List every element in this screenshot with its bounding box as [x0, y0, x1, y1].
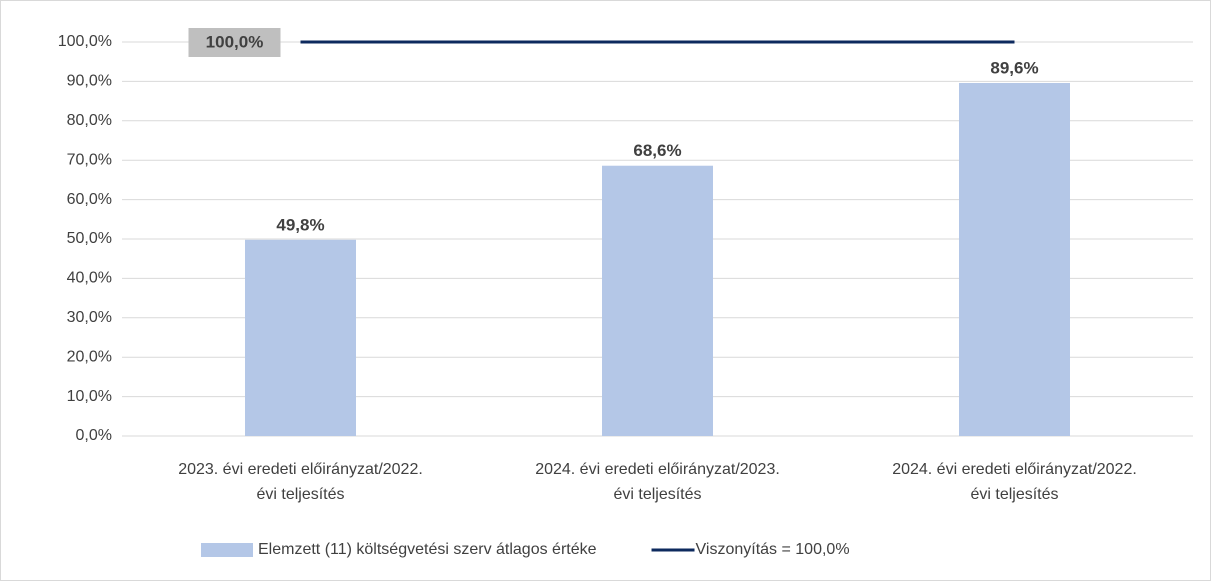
y-tick-label: 30,0%	[67, 309, 112, 326]
bar	[602, 165, 713, 436]
x-tick-label: 2024. évi eredeti előirányzat/2022. évi t…	[892, 461, 1137, 503]
x-tick-label: 2023. évi eredeti előirányzat/2022. évi t…	[178, 461, 423, 503]
bar	[245, 239, 356, 436]
data-label: 100,0%	[206, 32, 264, 51]
legend-label: Viszonyítás = 100,0%	[696, 541, 850, 558]
y-tick-label: 60,0%	[67, 191, 112, 208]
data-label: 49,8%	[276, 215, 324, 234]
x-tick-label: 2024. évi eredeti előirányzat/2023. évi t…	[535, 461, 780, 503]
data-label-box	[188, 28, 281, 57]
data-label: 89,6%	[990, 58, 1038, 77]
y-tick-label: 0,0%	[76, 427, 112, 444]
y-tick-label: 50,0%	[67, 230, 112, 247]
y-tick-label: 90,0%	[67, 73, 112, 90]
data-label: 68,6%	[633, 141, 681, 160]
bar	[959, 82, 1070, 436]
y-tick-label: 20,0%	[67, 348, 112, 365]
y-tick-label: 80,0%	[67, 112, 112, 129]
y-tick-label: 70,0%	[67, 151, 112, 168]
y-tick-label: 100,0%	[58, 33, 112, 50]
y-tick-label: 40,0%	[67, 270, 112, 287]
legend-swatch	[201, 543, 253, 557]
legend-label: Elemzett (11) költségvetési szerv átlago…	[258, 541, 597, 558]
y-tick-label: 10,0%	[67, 388, 112, 405]
